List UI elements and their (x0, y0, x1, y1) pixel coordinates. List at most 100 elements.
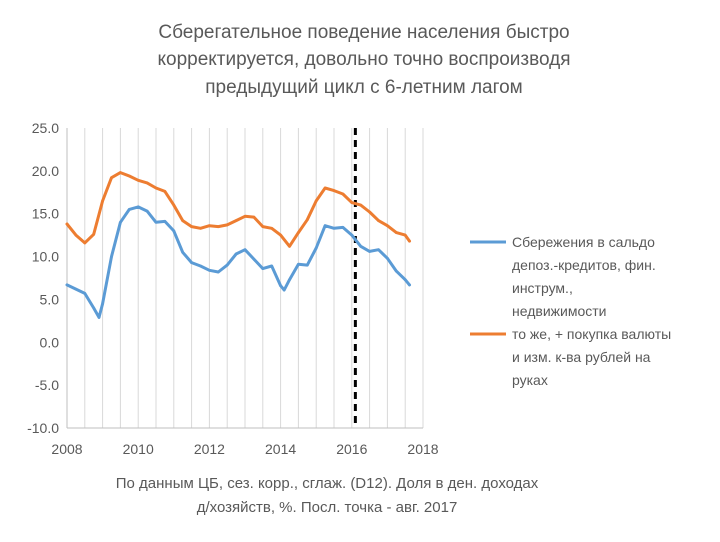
series-2-point (403, 233, 407, 237)
caption-line-1: По данным ЦБ, сез. корр., сглаж. (D12). … (116, 475, 539, 492)
legend: Сбережения в сальдо депоз.-кредитов, фин.… (470, 234, 671, 388)
series-1-point (243, 248, 247, 252)
series-1-point (65, 283, 69, 287)
series-2-point (92, 232, 95, 236)
series-2-point (408, 239, 411, 243)
series-1-point (403, 278, 407, 282)
series-2-point (74, 233, 78, 237)
series-2-point (65, 222, 69, 226)
series-1-point (181, 250, 184, 254)
legend-item-1: Сбережения в сальдо депоз.-кредитов, фин.… (470, 234, 656, 319)
series-2-point (172, 203, 176, 207)
y-tick-label: 20.0 (32, 163, 59, 179)
series-1-point (163, 220, 167, 223)
legend-label-line: и изм. к-ва рублей на (512, 349, 651, 365)
series-1-point (261, 267, 265, 270)
series-1-point (341, 226, 345, 229)
series-1-point (359, 244, 363, 248)
y-tick-label: 5.0 (40, 291, 60, 307)
x-tick-label: 2008 (51, 441, 82, 457)
series-2-point (297, 231, 300, 234)
series-1-point (217, 270, 220, 274)
y-tick-label: 15.0 (32, 206, 59, 222)
series-1-point (92, 306, 95, 310)
series-1-point (350, 233, 354, 237)
series-1-point (119, 220, 122, 224)
series-1-point (377, 248, 380, 252)
series-2-point (386, 224, 389, 228)
y-tick-label: 0.0 (40, 334, 60, 350)
legend-item-2: то же, + покупка валюты и изм. к-ва рубле… (470, 326, 671, 388)
x-tick-label: 2012 (194, 441, 225, 457)
series-2-point (270, 226, 274, 230)
series-1-point (225, 263, 229, 267)
series-2-point (199, 226, 202, 230)
legend-label-line: то же, + покупка валюты (512, 326, 671, 342)
series-1-point (282, 288, 286, 292)
series-1-point (408, 283, 411, 287)
series-1-point (128, 208, 131, 211)
chart-title: Сберегательное поведение населения быстр… (157, 22, 570, 98)
series-1-point (145, 209, 149, 213)
series-2-point (252, 215, 256, 219)
legend-label-line: инструм., (512, 280, 573, 296)
caption-line-2: д/хозяйств, %. Посл. точка - авг. 2017 (197, 499, 458, 516)
y-tick-label: 10.0 (32, 249, 59, 265)
series-2-line (65, 171, 411, 248)
series-1-point (386, 256, 389, 260)
chart-caption: По данным ЦБ, сез. корр., сглаж. (D12). … (116, 475, 539, 516)
series-2-point (377, 219, 380, 222)
series-1-point (314, 246, 318, 250)
series-1-point (208, 268, 211, 272)
series-2-point (395, 231, 398, 234)
series-1-point (306, 263, 309, 267)
series-1 (65, 205, 411, 319)
series-2-point (306, 218, 309, 222)
series-1-point (83, 292, 87, 295)
series-1-point (101, 302, 104, 306)
series-2-point (350, 201, 354, 204)
series-1-line (65, 205, 411, 319)
series-2-point (154, 186, 158, 190)
legend-label-line: недвижимости (512, 303, 606, 319)
series-1-point (395, 269, 398, 273)
series-2-point (119, 171, 122, 174)
series-2-point (279, 233, 282, 237)
x-tick-label: 2018 (407, 441, 438, 457)
series-2-point (225, 223, 229, 227)
series-group (65, 171, 411, 319)
series-2-point (83, 241, 87, 245)
series-1-point (136, 205, 140, 209)
y-tick-label: 25.0 (32, 120, 59, 136)
x-axis: 2008 2010 2012 2014 2016 2018 (51, 427, 439, 457)
series-2-point (359, 203, 363, 207)
series-1-point (323, 224, 327, 228)
series-2-point (181, 219, 184, 222)
series-2-point (110, 176, 113, 180)
series-1-point (270, 264, 274, 268)
y-axis: -10.0 -5.0 0.0 5.0 10.0 15.0 20.0 25.0 (27, 120, 68, 436)
x-tick-label: 2016 (336, 441, 367, 457)
series-2-point (261, 225, 265, 228)
series-1-point (74, 287, 78, 291)
grid (66, 128, 424, 428)
chart-title-line-2: корректируется, довольно точно воспроизв… (157, 49, 570, 70)
series-1-point (110, 255, 113, 258)
series-2-point (323, 186, 327, 190)
legend-label-line: депоз.-кредитов, фин. (512, 257, 656, 273)
series-2-point (128, 174, 131, 178)
series-2-point (136, 178, 140, 182)
series-1-point (234, 252, 238, 256)
series-2-point (101, 199, 104, 203)
series-1-point (199, 264, 202, 268)
series-2-point (190, 225, 193, 228)
chart-title-line-3: предыдущий цикл с 6-летним лагом (205, 77, 523, 98)
series-1-point (190, 261, 193, 264)
series-1-point (252, 257, 256, 261)
series-2-point (314, 199, 318, 203)
series-2-point (368, 210, 371, 214)
series-1-point (154, 220, 158, 224)
series-1-point (97, 316, 101, 319)
x-tick-label: 2010 (123, 441, 154, 457)
